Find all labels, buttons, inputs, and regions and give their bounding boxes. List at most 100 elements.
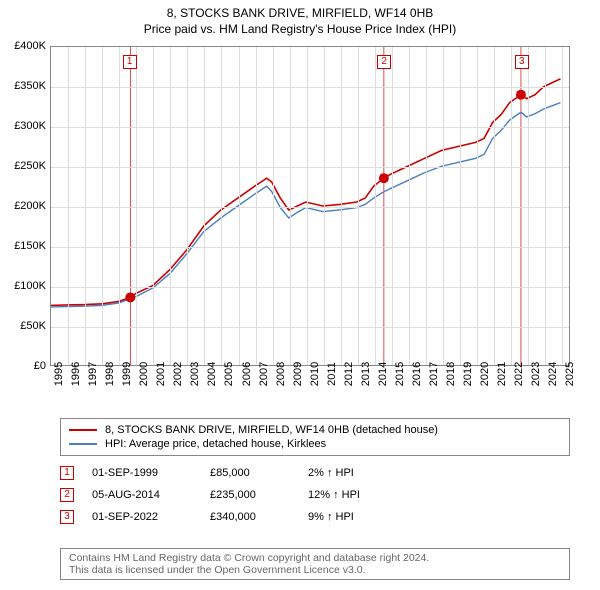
- y-tick-label: £300K: [14, 120, 46, 132]
- gridline-v: [426, 47, 427, 365]
- gridline-v: [528, 47, 529, 365]
- gridline-v: [204, 47, 205, 365]
- gridline-v: [494, 47, 495, 365]
- gridline-v: [375, 47, 376, 365]
- gridline-v: [239, 47, 240, 365]
- legend-box: 8, STOCKS BANK DRIVE, MIRFIELD, WF14 0HB…: [60, 418, 570, 456]
- y-tick-label: £350K: [14, 80, 46, 92]
- x-tick-label: 2019: [462, 362, 474, 386]
- gridline-v: [170, 47, 171, 365]
- gridline-v: [153, 47, 154, 365]
- x-tick-label: 2020: [479, 362, 491, 386]
- x-tick-label: 2010: [309, 362, 321, 386]
- event-row: 301-SEP-2022£340,0009% ↑ HPI: [60, 506, 570, 528]
- chart-svg: [51, 47, 569, 365]
- x-tick-label: 2015: [394, 362, 406, 386]
- legend-label: HPI: Average price, detached house, Kirk…: [105, 438, 326, 450]
- x-tick-label: 2000: [138, 362, 150, 386]
- x-tick-label: 2003: [189, 362, 201, 386]
- y-tick-label: £400K: [14, 40, 46, 52]
- legend-swatch: [69, 429, 97, 431]
- x-tick-label: 2001: [155, 362, 167, 386]
- page-title: 8, STOCKS BANK DRIVE, MIRFIELD, WF14 0HB: [0, 0, 600, 20]
- legend-item: HPI: Average price, detached house, Kirk…: [69, 437, 561, 451]
- x-tick-label: 2017: [428, 362, 440, 386]
- x-tick-label: 2024: [547, 362, 559, 386]
- x-tick-label: 1995: [53, 362, 65, 386]
- event-date: 01-SEP-1999: [92, 467, 192, 479]
- x-tick-label: 2016: [411, 362, 423, 386]
- x-tick-label: 2012: [343, 362, 355, 386]
- gridline-v: [511, 47, 512, 365]
- gridline-v: [409, 47, 410, 365]
- chart-plot-area: [50, 46, 570, 366]
- gridline-v: [358, 47, 359, 365]
- sale-marker-dot: [125, 292, 135, 302]
- x-tick-label: 2008: [275, 362, 287, 386]
- gridline-h: [51, 207, 569, 208]
- event-row: 101-SEP-1999£85,0002% ↑ HPI: [60, 462, 570, 484]
- gridline-v: [341, 47, 342, 365]
- gridline-v: [273, 47, 274, 365]
- event-delta: 12% ↑ HPI: [308, 489, 388, 501]
- legend-item: 8, STOCKS BANK DRIVE, MIRFIELD, WF14 0HB…: [69, 423, 561, 437]
- gridline-v: [256, 47, 257, 365]
- y-tick-label: £0: [34, 360, 46, 372]
- sale-marker-dot: [379, 173, 389, 183]
- gridline-v: [324, 47, 325, 365]
- y-tick-label: £150K: [14, 240, 46, 252]
- x-tick-label: 2018: [445, 362, 457, 386]
- event-date: 05-AUG-2014: [92, 489, 192, 501]
- page-subtitle: Price paid vs. HM Land Registry's House …: [0, 20, 600, 40]
- x-tick-label: 2009: [292, 362, 304, 386]
- sale-marker-box: 2: [377, 55, 391, 69]
- gridline-h: [51, 287, 569, 288]
- gridline-v: [562, 47, 563, 365]
- legend-swatch: [69, 443, 97, 445]
- event-marker-box: 2: [60, 488, 74, 502]
- x-tick-label: 2011: [326, 362, 338, 386]
- event-marker-box: 1: [60, 466, 74, 480]
- footer-line-2: This data is licensed under the Open Gov…: [69, 564, 561, 576]
- x-tick-label: 2025: [564, 362, 576, 386]
- gridline-h: [51, 87, 569, 88]
- gridline-v: [477, 47, 478, 365]
- sale-marker-box: 1: [123, 55, 137, 69]
- y-tick-label: £250K: [14, 160, 46, 172]
- footer-attribution: Contains HM Land Registry data © Crown c…: [60, 548, 570, 580]
- gridline-v: [136, 47, 137, 365]
- gridline-v: [460, 47, 461, 365]
- gridline-v: [221, 47, 222, 365]
- x-tick-label: 1999: [121, 362, 133, 386]
- x-tick-label: 2004: [206, 362, 218, 386]
- y-tick-label: £100K: [14, 280, 46, 292]
- y-tick-label: £200K: [14, 200, 46, 212]
- gridline-v: [443, 47, 444, 365]
- x-tick-label: 2021: [496, 362, 508, 386]
- x-tick-label: 2022: [513, 362, 525, 386]
- legend-label: 8, STOCKS BANK DRIVE, MIRFIELD, WF14 0HB…: [105, 424, 438, 436]
- x-tick-label: 2006: [241, 362, 253, 386]
- gridline-v: [187, 47, 188, 365]
- x-tick-label: 2007: [258, 362, 270, 386]
- gridline-v: [68, 47, 69, 365]
- gridline-v: [307, 47, 308, 365]
- gridline-h: [51, 247, 569, 248]
- event-price: £340,000: [210, 511, 290, 523]
- x-tick-label: 1996: [70, 362, 82, 386]
- sale-marker-dot: [516, 90, 526, 100]
- sale-marker-box: 3: [515, 55, 529, 69]
- event-row: 205-AUG-2014£235,00012% ↑ HPI: [60, 484, 570, 506]
- gridline-v: [290, 47, 291, 365]
- y-tick-label: £50K: [20, 320, 46, 332]
- gridline-v: [392, 47, 393, 365]
- gridline-v: [119, 47, 120, 365]
- events-table: 101-SEP-1999£85,0002% ↑ HPI205-AUG-2014£…: [60, 462, 570, 528]
- gridline-v: [102, 47, 103, 365]
- x-tick-label: 2002: [172, 362, 184, 386]
- gridline-h: [51, 327, 569, 328]
- event-date: 01-SEP-2022: [92, 511, 192, 523]
- event-marker-box: 3: [60, 510, 74, 524]
- x-tick-label: 1998: [104, 362, 116, 386]
- x-tick-label: 2005: [223, 362, 235, 386]
